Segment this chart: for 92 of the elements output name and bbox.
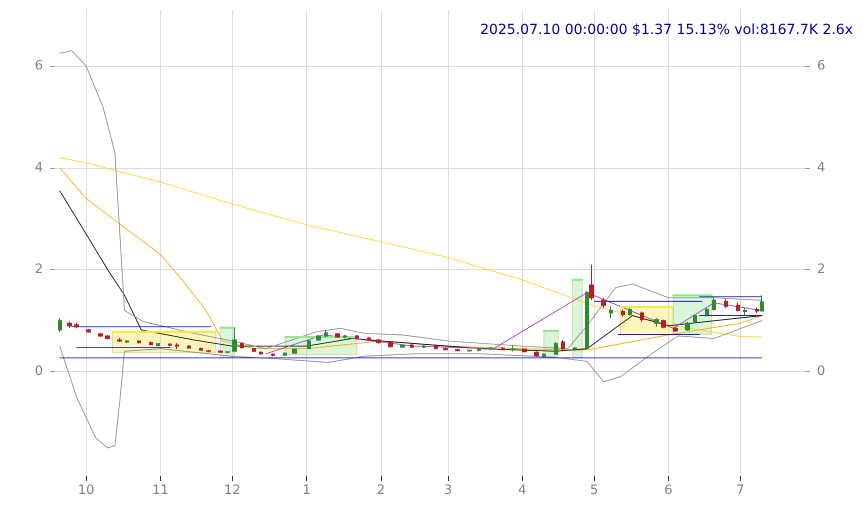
candlestick [434, 344, 438, 350]
candlestick [225, 350, 230, 354]
candlestick [601, 297, 606, 308]
x-tick-label: 11 [152, 483, 169, 498]
candlestick [410, 344, 414, 349]
candlestick [443, 347, 448, 351]
candlestick [554, 342, 558, 356]
candlestick [355, 334, 359, 340]
candlestick [367, 336, 371, 342]
candlestick [705, 307, 709, 318]
x-tick-label: 10 [78, 483, 94, 498]
candlestick [252, 347, 256, 353]
candlestick [422, 344, 426, 349]
candlestick [156, 342, 160, 347]
candlestick [573, 346, 577, 352]
x-tick-label: 6 [664, 483, 673, 498]
candlestick [760, 294, 764, 312]
candlestick [271, 352, 275, 357]
candlestick [58, 318, 62, 332]
x-tick-label: 5 [590, 483, 598, 498]
x-tick-label: 1 [302, 483, 311, 498]
y2-tick-label: 6 [817, 58, 826, 74]
x-tick-label: 3 [444, 483, 452, 498]
candlestick [589, 264, 594, 301]
y2-tick-label: 2 [817, 262, 826, 278]
candlestick [400, 344, 405, 348]
candlestick [661, 319, 666, 329]
y-tick-label: 4 [34, 160, 43, 176]
candlestick [187, 344, 191, 350]
candlestick [259, 350, 263, 356]
candlestick [685, 321, 690, 332]
candlestick [621, 308, 625, 318]
candlestick [609, 306, 613, 319]
candlestick [199, 347, 203, 352]
y-tick-label: 2 [34, 262, 43, 278]
candlestick [743, 307, 747, 316]
candlestick [489, 346, 493, 351]
candlestick [324, 329, 328, 338]
candlestick [292, 348, 297, 354]
candlestick [736, 302, 740, 312]
candlestick [149, 341, 153, 346]
y2-tick-label: 0 [817, 364, 826, 380]
y2-tick-label: 4 [817, 160, 826, 176]
candlestick [125, 340, 129, 344]
candlestick [628, 307, 632, 316]
candlestick [467, 349, 472, 352]
candlestick [501, 346, 505, 351]
candlestick [376, 338, 381, 344]
candlestick [137, 340, 141, 344]
candlestick [232, 327, 237, 353]
candlestick [74, 322, 79, 329]
candlestick [542, 352, 546, 358]
candlestick [105, 334, 110, 340]
x-tick-label: 2 [376, 483, 386, 498]
x-tick-label: 4 [518, 483, 526, 498]
candlestick [218, 350, 223, 354]
y-tick-label: 6 [34, 58, 43, 74]
candlestick [693, 314, 697, 324]
candlestick [755, 307, 759, 314]
candlestick [67, 321, 72, 328]
candlestick [307, 340, 311, 350]
candlestick [673, 326, 678, 332]
candlestick [86, 328, 91, 334]
x-tick-label: 12 [224, 483, 241, 498]
candlestick [477, 348, 481, 352]
candlestick [712, 296, 716, 311]
candlestick [654, 318, 659, 328]
candlestick [343, 334, 347, 339]
candlestick [316, 334, 321, 342]
candlestick [640, 311, 644, 322]
candlestick [240, 342, 244, 350]
line-series [59, 320, 762, 448]
line-series [59, 50, 762, 350]
candlestick [561, 340, 565, 351]
candlestick [522, 348, 527, 353]
candlestick [510, 344, 515, 352]
candlestick [98, 332, 103, 338]
x-tick-label: 7 [736, 483, 744, 498]
text: 2025.07.10 00:00:00 $1.37 15.13% vol:8167.7K 2.6x [480, 22, 853, 38]
line-series [265, 292, 762, 354]
candlestick [206, 349, 211, 353]
candlestick [534, 350, 539, 358]
candlestick [283, 352, 287, 356]
candlestick [585, 290, 589, 350]
candlestick [168, 342, 172, 347]
candlestick [388, 342, 393, 348]
candlestick [175, 342, 179, 350]
candlestick [455, 348, 460, 352]
candlestick [117, 337, 122, 343]
candlestick [724, 298, 728, 308]
y-tick-label: 0 [34, 364, 43, 380]
candlestick [335, 332, 340, 338]
